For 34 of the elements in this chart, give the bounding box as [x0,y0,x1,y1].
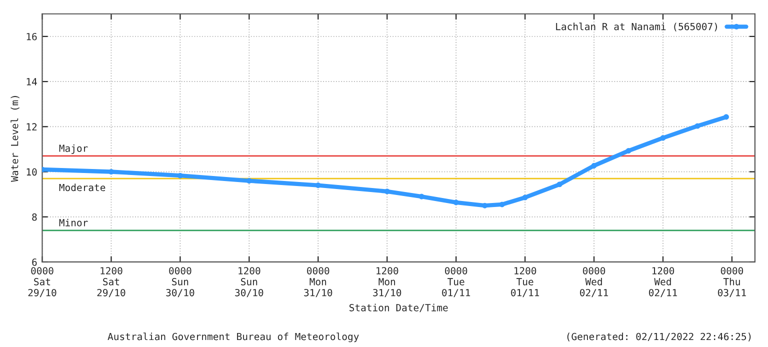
x-tick-label: 0000 Tue 01/11 [442,267,470,298]
x-axis-title: Station Date/Time [350,304,448,312]
x-tick-label: 0000 Mon 31/10 [304,267,332,298]
point [694,123,700,129]
point [453,200,459,206]
y-tick-label: 10 [26,168,37,176]
x-tick-label: 1200 Sun 30/10 [235,267,264,298]
y-tick-label: 8 [32,213,37,221]
x-tick-label: 0000 Wed 02/11 [580,267,608,298]
point [660,135,666,141]
y-tick-label: 16 [26,32,37,40]
point [723,114,729,120]
point [522,194,528,200]
point [591,162,597,168]
point [626,148,632,154]
text: (Generated: 02/11/2022 22:46:25) [567,332,751,342]
y-axis-title: Water Level (m) [10,96,20,182]
y-tick-label: 6 [32,258,37,266]
ref-line-label: Minor [59,218,88,226]
text: Australian Government Bureau of Meteorology [108,332,359,342]
x-tick-label: 1200 Mon 31/10 [373,267,402,298]
x-tick-label: 1200 Sat 29/10 [97,267,126,298]
y-tick-label: 14 [26,78,37,86]
y-tick-label: 12 [26,123,37,130]
x-tick-label: 1200 Tue 01/11 [511,267,540,298]
x-tick-label: 0000 Sat 29/10 [28,267,56,298]
legend-label: Lachlan R at Nanami (565007) [556,22,717,32]
point [418,194,424,200]
x-tick-label: 0000 Thu 03/11 [718,267,746,298]
x-tick-label: 1200 Wed 02/11 [648,267,677,298]
ref-line-label: Major [59,144,88,154]
ref-line-label: Moderate [59,184,106,192]
x-tick-label: 0000 Sun 30/10 [166,267,194,298]
point [556,182,562,188]
